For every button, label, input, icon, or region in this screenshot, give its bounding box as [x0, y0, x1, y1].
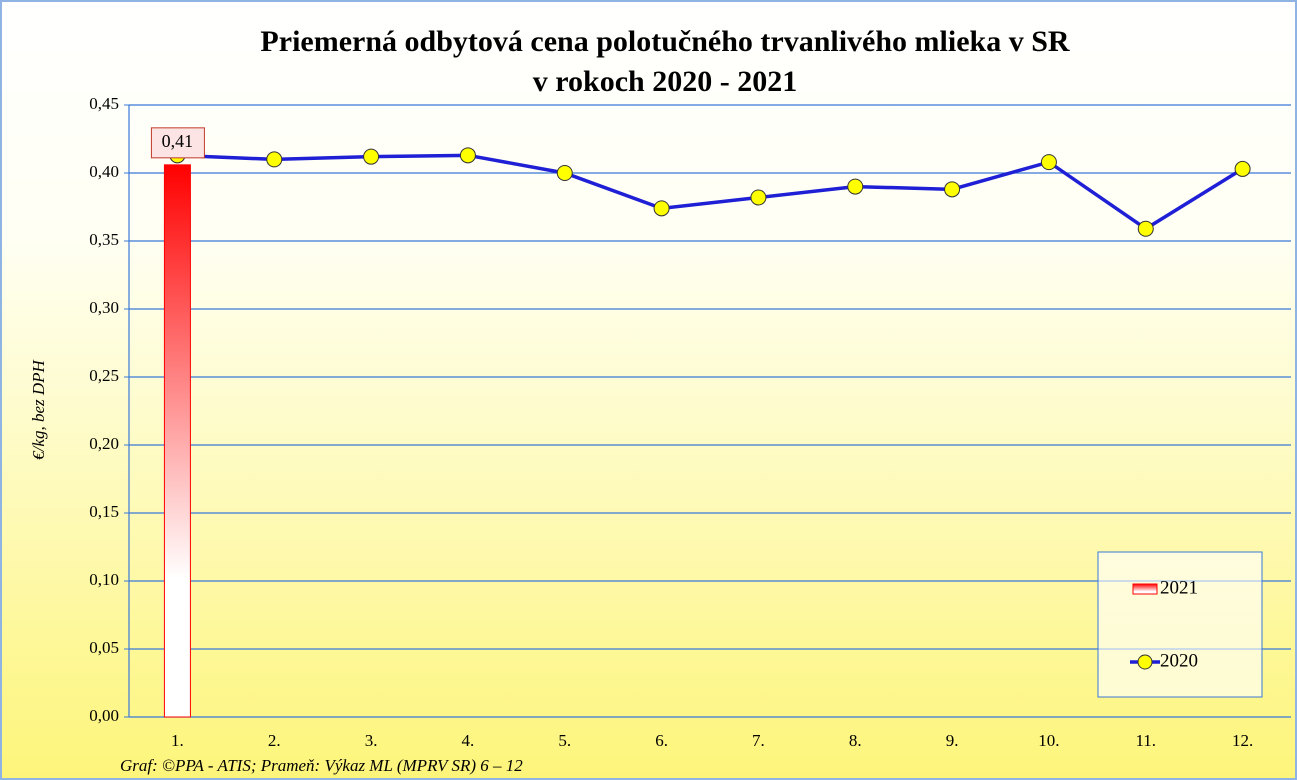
- marker: [653, 200, 670, 217]
- marker: [1234, 160, 1251, 177]
- legend-box: [1097, 551, 1263, 698]
- y-axis-label: €/kg, bez DPH: [29, 358, 48, 459]
- y-tick-label: 0,15: [89, 502, 119, 521]
- marker: [1040, 154, 1057, 171]
- chart-title: v rokoch 2020 - 2021: [533, 65, 797, 98]
- marker: [944, 181, 961, 198]
- x-tick-label: 4.: [462, 731, 475, 750]
- marker: [459, 147, 476, 164]
- x-tick-label: 9.: [946, 731, 959, 750]
- x-tick-label: 11.: [1135, 731, 1156, 750]
- x-tick-label: 7.: [752, 731, 765, 750]
- bar: [163, 164, 191, 718]
- marker: [847, 178, 864, 195]
- data-label-box: [150, 127, 205, 159]
- x-tick-label: 1.: [171, 731, 184, 750]
- y-tick-label: 0,45: [89, 94, 119, 113]
- marker: [556, 165, 573, 181]
- x-tick-label: 5.: [558, 731, 571, 750]
- x-tick-label: 2.: [268, 731, 281, 750]
- x-tick-label: 10.: [1038, 731, 1059, 750]
- y-tick-label: 0,40: [89, 162, 119, 181]
- marker: [750, 189, 767, 206]
- data-label: 0,41: [162, 131, 194, 151]
- legend-label: 2021: [1160, 577, 1198, 598]
- line: [177, 153, 1244, 231]
- x-tick-label: 8.: [849, 731, 862, 750]
- legend-marker: [1137, 654, 1153, 670]
- source-note: Graf: ©PPA - ATIS; Prameň: Výkaz ML (MPR…: [120, 756, 523, 775]
- y-tick-label: 0,10: [89, 570, 119, 589]
- legend-label: 2020: [1160, 650, 1198, 671]
- y-tick-label: 0,20: [89, 434, 119, 453]
- y-tick-label: 0,05: [89, 638, 119, 657]
- chart-title: Priemerná odbytová cena polotučného trva…: [260, 25, 1069, 58]
- y-tick-label: 0,00: [89, 706, 119, 725]
- marker: [266, 151, 283, 168]
- legend-swatch: [1132, 583, 1158, 595]
- y-tick-label: 0,35: [89, 230, 119, 249]
- x-tick-label: 6.: [655, 731, 668, 750]
- y-tick-label: 0,30: [89, 298, 119, 317]
- x-tick-label: 12.: [1232, 731, 1253, 750]
- y-tick-label: 0,25: [89, 366, 119, 385]
- marker: [363, 148, 380, 165]
- x-tick-label: 3.: [365, 731, 378, 750]
- marker: [1137, 220, 1154, 237]
